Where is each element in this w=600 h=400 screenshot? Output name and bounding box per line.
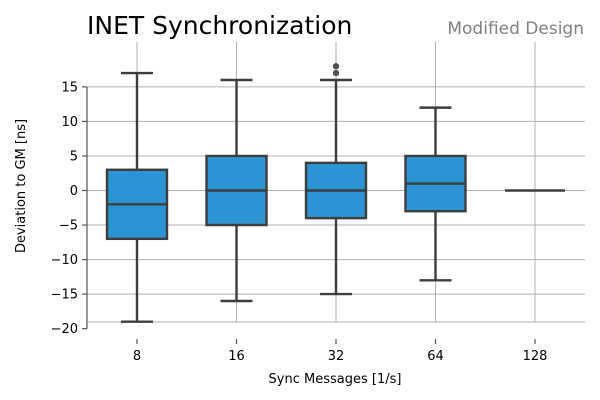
outlier-point: [332, 63, 340, 70]
y-tick-label: −15: [51, 288, 78, 303]
x-tick-label: 32: [328, 349, 345, 364]
y-tick-label: 10: [61, 115, 78, 130]
y-tick-label: 5: [70, 149, 78, 164]
chart-subtitle: Modified Design: [447, 19, 584, 39]
box-series: [105, 63, 565, 323]
axes: [86, 86, 585, 329]
y-tick-label: −5: [59, 219, 78, 234]
y-tick-label: −10: [51, 253, 78, 268]
y-tick-label: 15: [61, 80, 78, 95]
chart-title: INET Synchronization: [87, 11, 352, 40]
x-tick-label: 128: [523, 349, 548, 364]
x-axis-ticks: 8 16 32 64 128: [133, 339, 548, 364]
y-axis-label: Deviation to GM [ns]: [14, 119, 29, 253]
box-16: [205, 78, 268, 303]
outlier-point: [332, 69, 340, 77]
box-64: [404, 106, 467, 282]
x-axis-label: Sync Messages [1/s]: [269, 372, 402, 387]
x-tick-label: 64: [427, 349, 444, 364]
x-tick-label: 16: [228, 349, 245, 364]
box-32: [304, 63, 368, 296]
box-8: [105, 71, 169, 323]
y-tick-label: −20: [51, 322, 78, 337]
y-tick-label: 0: [70, 184, 78, 199]
x-tick-label: 8: [133, 349, 141, 364]
y-axis-ticks: −20 −15 −10 −5 0 5 10 15: [51, 80, 87, 337]
